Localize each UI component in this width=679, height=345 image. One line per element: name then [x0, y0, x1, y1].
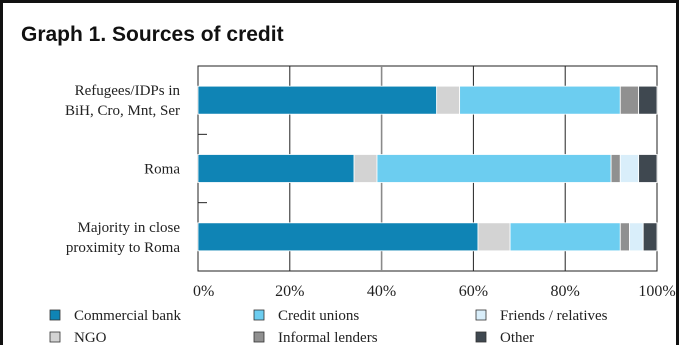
- category-label: Refugees/IDPs in: [75, 83, 181, 99]
- bar-commercial-bank: [197, 222, 479, 252]
- legend-swatch-friends-relatives: [475, 309, 487, 321]
- legend-label-credit-unions: Credit unions: [278, 308, 359, 324]
- legend-label-commercial-bank: Commercial bank: [74, 308, 182, 324]
- legend-label-ngo: NGO: [74, 330, 107, 345]
- x-tick-label: 0%: [193, 283, 214, 300]
- bar-friends-relatives: [629, 222, 644, 252]
- bar-credit-unions: [459, 85, 621, 115]
- bar-other: [638, 85, 658, 115]
- bar-ngo: [353, 154, 378, 183]
- x-tick-label: 20%: [275, 283, 304, 300]
- category-label: Roma: [144, 162, 180, 178]
- legend-swatch-ngo: [49, 331, 61, 343]
- legend-swatch-commercial-bank: [49, 309, 61, 321]
- bar-credit-unions: [509, 222, 621, 252]
- bar-commercial-bank: [197, 85, 438, 115]
- legend-swatch-other: [475, 331, 487, 343]
- category-label: Majority in close: [78, 220, 181, 236]
- x-tick-label: 100%: [638, 283, 675, 300]
- legend-swatch-credit-unions: [253, 309, 265, 321]
- legend-label-friends-relatives: Friends / relatives: [500, 308, 608, 324]
- category-label: proximity to Roma: [66, 240, 181, 256]
- legend-label-other: Other: [500, 330, 534, 345]
- bar-commercial-bank: [197, 154, 355, 183]
- bar-informal-lenders: [619, 85, 640, 115]
- x-tick-label: 60%: [459, 283, 488, 300]
- bar-friends-relatives: [619, 154, 640, 183]
- x-tick-label: 40%: [367, 283, 396, 300]
- bar-ngo: [436, 85, 461, 115]
- legend-swatch-informal-lenders: [253, 331, 265, 343]
- bar-informal-lenders: [610, 154, 621, 183]
- x-tick-label: 80%: [551, 283, 580, 300]
- category-label: BiH, Cro, Mnt, Ser: [65, 103, 180, 119]
- bar-informal-lenders: [619, 222, 630, 252]
- chart-title: Graph 1. Sources of credit: [21, 23, 284, 46]
- bar-other: [642, 222, 658, 252]
- bar-ngo: [477, 222, 511, 252]
- bar-other: [638, 154, 658, 183]
- legend-label-informal-lenders: Informal lenders: [278, 330, 378, 345]
- bar-credit-unions: [376, 154, 612, 183]
